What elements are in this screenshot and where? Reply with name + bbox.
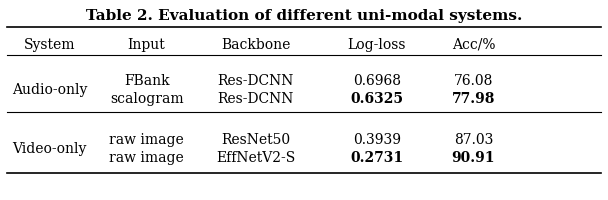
Text: 0.6325: 0.6325 [350, 92, 403, 106]
Text: Res-DCNN: Res-DCNN [218, 74, 294, 88]
Text: raw image: raw image [109, 133, 184, 147]
Text: Backbone: Backbone [221, 38, 290, 52]
Text: Res-DCNN: Res-DCNN [218, 92, 294, 106]
Text: Acc/%: Acc/% [452, 38, 495, 52]
Text: System: System [24, 38, 75, 52]
Text: 0.3939: 0.3939 [353, 133, 401, 147]
Text: Table 2. Evaluation of different uni-modal systems.: Table 2. Evaluation of different uni-mod… [86, 9, 522, 23]
Text: raw image: raw image [109, 151, 184, 165]
Text: 87.03: 87.03 [454, 133, 493, 147]
Text: FBank: FBank [124, 74, 170, 88]
Text: Log-loss: Log-loss [347, 38, 406, 52]
Text: Input: Input [128, 38, 165, 52]
Text: 90.91: 90.91 [452, 151, 495, 165]
Text: EffNetV2-S: EffNetV2-S [216, 151, 295, 165]
Text: 0.6968: 0.6968 [353, 74, 401, 88]
Text: 77.98: 77.98 [452, 92, 495, 106]
Text: Video-only: Video-only [13, 142, 87, 156]
Text: ResNet50: ResNet50 [221, 133, 290, 147]
Text: 0.2731: 0.2731 [350, 151, 403, 165]
Text: 76.08: 76.08 [454, 74, 493, 88]
Text: Audio-only: Audio-only [12, 83, 88, 97]
Text: scalogram: scalogram [110, 92, 184, 106]
